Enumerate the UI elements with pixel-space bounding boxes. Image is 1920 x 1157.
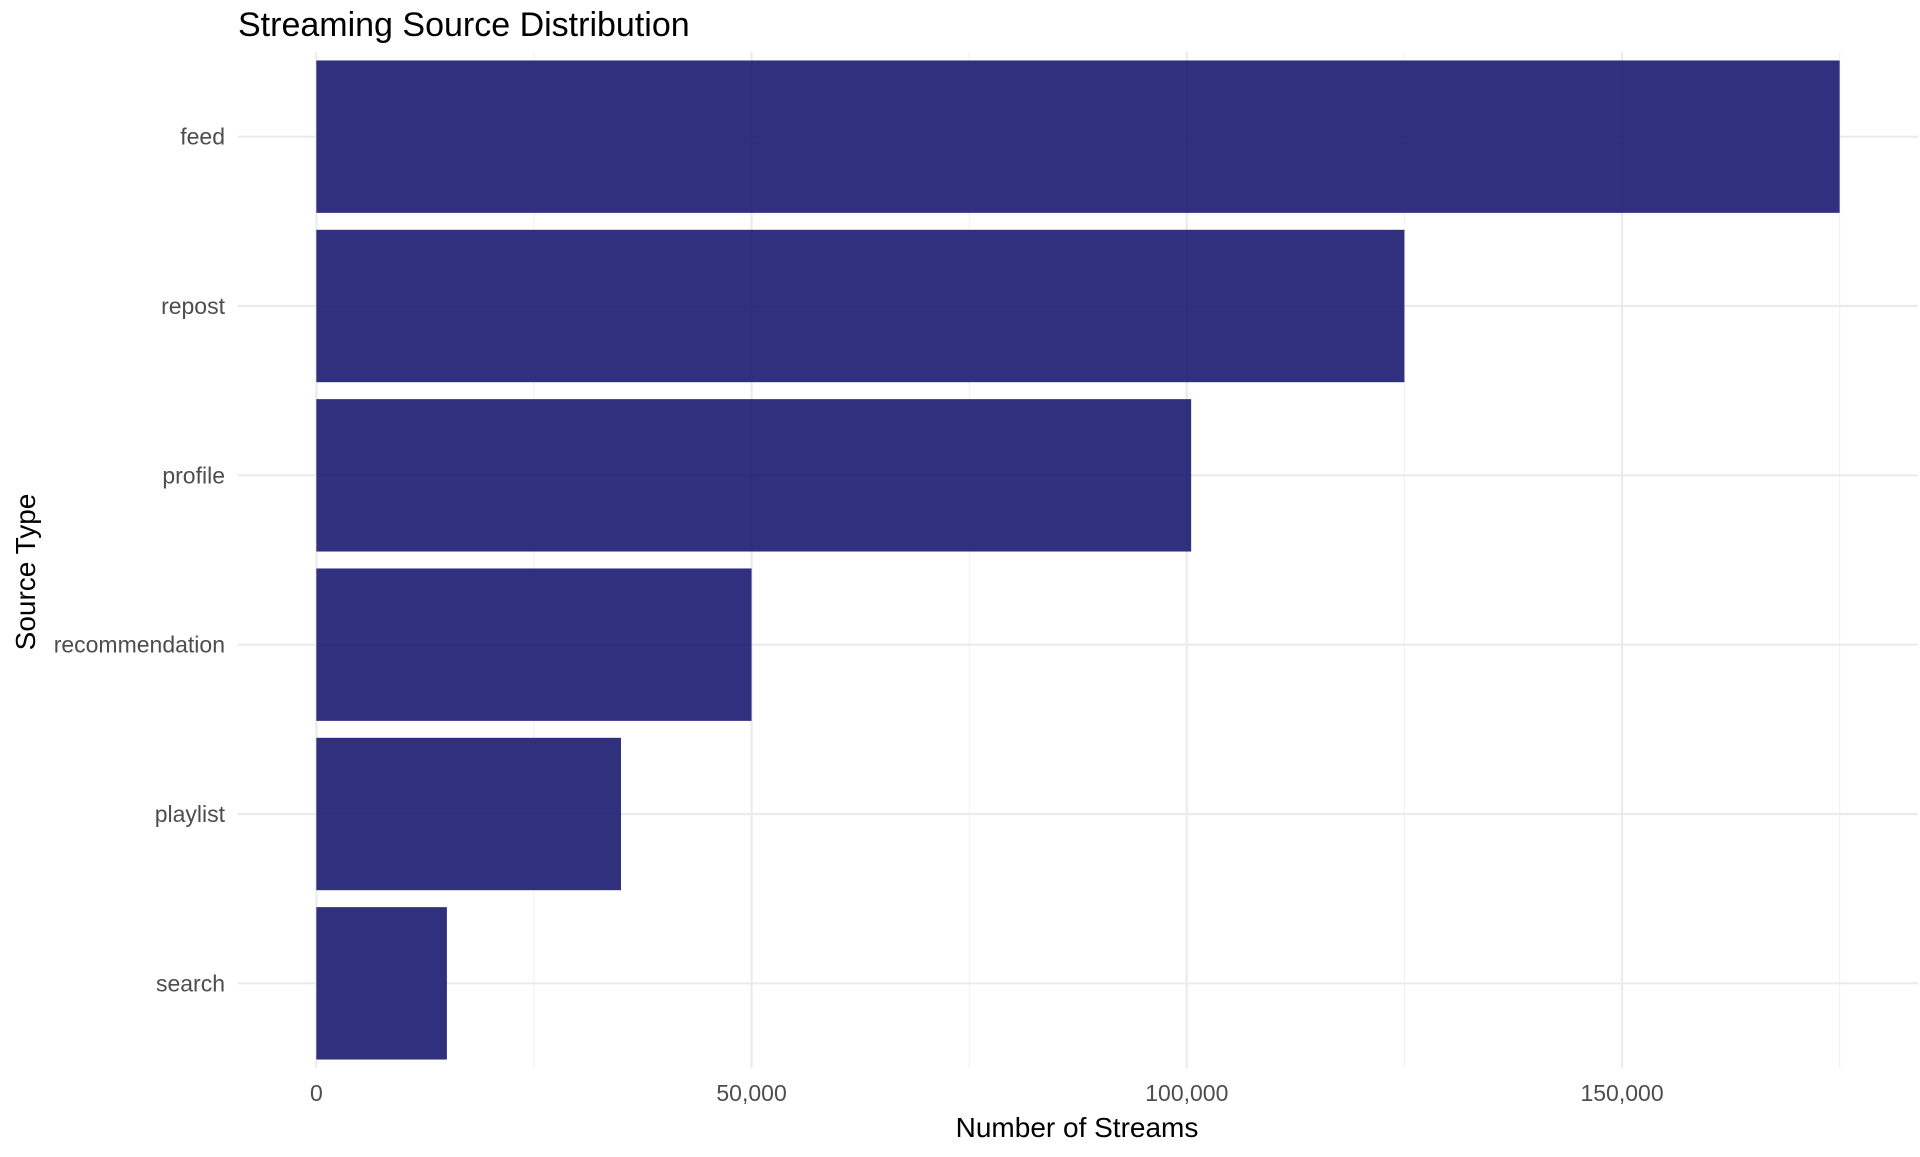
y-tick-label: profile [162, 462, 225, 488]
x-tick-label: 0 [310, 1080, 323, 1106]
bar-repost [316, 229, 1405, 383]
bar-search [316, 907, 447, 1060]
x-tick-label: 100,000 [1145, 1080, 1228, 1106]
x-tick-label: 150,000 [1580, 1080, 1663, 1106]
x-axis-tick-labels: 0 50,000 100,000 150,000 [310, 1080, 1664, 1106]
bars [316, 60, 1840, 1060]
bar-playlist [316, 737, 622, 891]
y-tick-label: search [156, 970, 225, 996]
bar-profile [316, 399, 1192, 552]
y-tick-label: feed [180, 124, 225, 150]
y-axis-title: Source Type [10, 494, 41, 651]
x-tick-label: 50,000 [716, 1080, 786, 1106]
bar-recommendation [316, 568, 752, 721]
y-tick-label: playlist [155, 801, 226, 827]
x-axis-title: Number of Streams [956, 1112, 1199, 1143]
chart-title: Streaming Source Distribution [238, 6, 690, 44]
y-tick-label: repost [161, 293, 226, 319]
y-tick-label: recommendation [54, 632, 225, 658]
bar-feed [316, 60, 1840, 213]
y-axis-tick-labels: feed repost profile recommendation playlist s… [54, 124, 226, 997]
